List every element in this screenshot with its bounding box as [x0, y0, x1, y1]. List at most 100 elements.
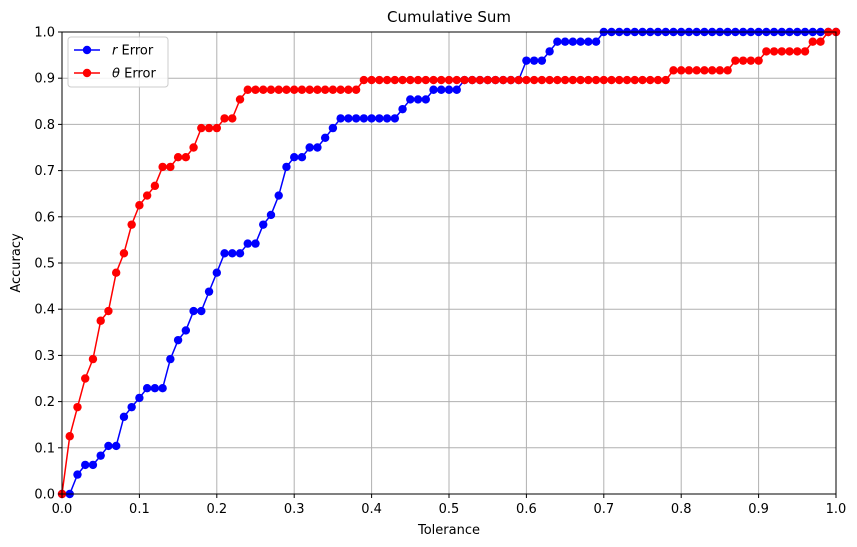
data-point: [429, 75, 438, 85]
x-tick-label: 0.4: [361, 502, 382, 517]
data-point: [522, 56, 531, 65]
data-point: [498, 75, 508, 85]
data-point: [553, 75, 562, 85]
data-point: [135, 393, 144, 403]
data-point: [746, 56, 756, 65]
data-point: [243, 239, 252, 248]
data-point: [382, 114, 392, 123]
data-point: [274, 191, 283, 200]
data-point: [235, 249, 245, 258]
data-point: [738, 56, 748, 65]
x-tick-label: 0.3: [284, 502, 305, 517]
data-point: [359, 75, 369, 85]
data-point: [173, 153, 183, 162]
data-point: [646, 75, 655, 85]
data-point: [677, 66, 686, 75]
data-point: [537, 75, 547, 85]
y-tick-label: 0.3: [34, 349, 55, 364]
data-point: [166, 162, 175, 172]
data-point: [290, 85, 299, 94]
data-point: [104, 306, 113, 316]
data-point: [591, 75, 601, 85]
data-point: [166, 354, 175, 364]
legend-label-symbol: r: [112, 44, 119, 59]
data-point: [398, 104, 407, 114]
data-point: [529, 75, 539, 85]
data-point: [460, 75, 469, 85]
data-point: [204, 123, 214, 133]
data-point: [568, 37, 578, 46]
data-point: [599, 75, 608, 85]
data-point: [661, 75, 670, 85]
data-point: [73, 470, 82, 479]
x-tick-label: 0.2: [206, 502, 227, 517]
data-point: [359, 114, 369, 123]
data-point: [150, 384, 160, 393]
data-point: [189, 143, 198, 152]
x-tick-label: 0.0: [52, 502, 73, 517]
data-point: [111, 268, 121, 277]
data-point: [607, 75, 616, 85]
data-point: [220, 114, 229, 123]
data-point: [212, 123, 221, 133]
data-point: [305, 143, 314, 152]
data-point: [375, 75, 384, 85]
data-point: [81, 460, 90, 470]
data-point: [320, 85, 330, 94]
data-point: [142, 384, 152, 393]
data-point: [429, 85, 438, 94]
chart-title: Cumulative Sum: [387, 8, 511, 26]
x-tick-label: 0.5: [439, 502, 460, 517]
data-point: [406, 75, 415, 85]
data-point: [119, 249, 129, 258]
data-point: [700, 66, 709, 75]
data-point: [290, 153, 299, 162]
data-point: [382, 75, 392, 85]
data-point: [181, 326, 191, 335]
data-point: [367, 75, 376, 85]
data-point: [437, 85, 446, 94]
data-point: [96, 316, 105, 325]
data-point: [669, 66, 678, 75]
data-point: [390, 75, 400, 85]
x-tick-label: 0.7: [593, 502, 614, 517]
data-point: [793, 47, 802, 56]
data-point: [576, 75, 585, 85]
y-tick-label: 0.9: [34, 72, 55, 87]
data-point: [251, 85, 260, 94]
legend-label-symbol: θ: [112, 67, 120, 82]
data-point: [413, 95, 423, 104]
data-point: [135, 201, 144, 210]
data-point: [336, 114, 345, 123]
data-point: [568, 75, 578, 85]
legend-label: θ Error: [112, 67, 156, 82]
data-point: [514, 75, 523, 85]
data-point: [452, 85, 461, 94]
data-point: [452, 75, 461, 85]
data-point: [259, 85, 268, 94]
data-point: [800, 47, 810, 56]
data-point: [119, 412, 129, 422]
data-point: [584, 37, 593, 46]
data-point: [444, 85, 454, 94]
data-point: [328, 85, 338, 94]
data-point: [251, 239, 260, 248]
data-point: [444, 75, 454, 85]
data-point: [282, 162, 291, 172]
data-point: [220, 249, 229, 258]
y-tick-label: 0.5: [34, 257, 55, 272]
y-tick-label: 0.6: [34, 210, 55, 225]
data-point: [777, 47, 787, 56]
data-point: [398, 75, 407, 85]
data-point: [81, 374, 90, 383]
data-point: [584, 75, 593, 85]
data-point: [545, 75, 554, 85]
data-point: [808, 37, 817, 46]
data-point: [421, 75, 430, 85]
x-tick-label: 0.1: [129, 502, 150, 517]
y-axis-label: Accuracy: [9, 233, 24, 293]
x-tick-label: 0.9: [748, 502, 769, 517]
data-point: [684, 66, 694, 75]
x-ticks: 0.0 0.1 0.2 0.3 0.4 0.5 0.6 0.7 0.8 0.9 1.0: [52, 494, 846, 517]
